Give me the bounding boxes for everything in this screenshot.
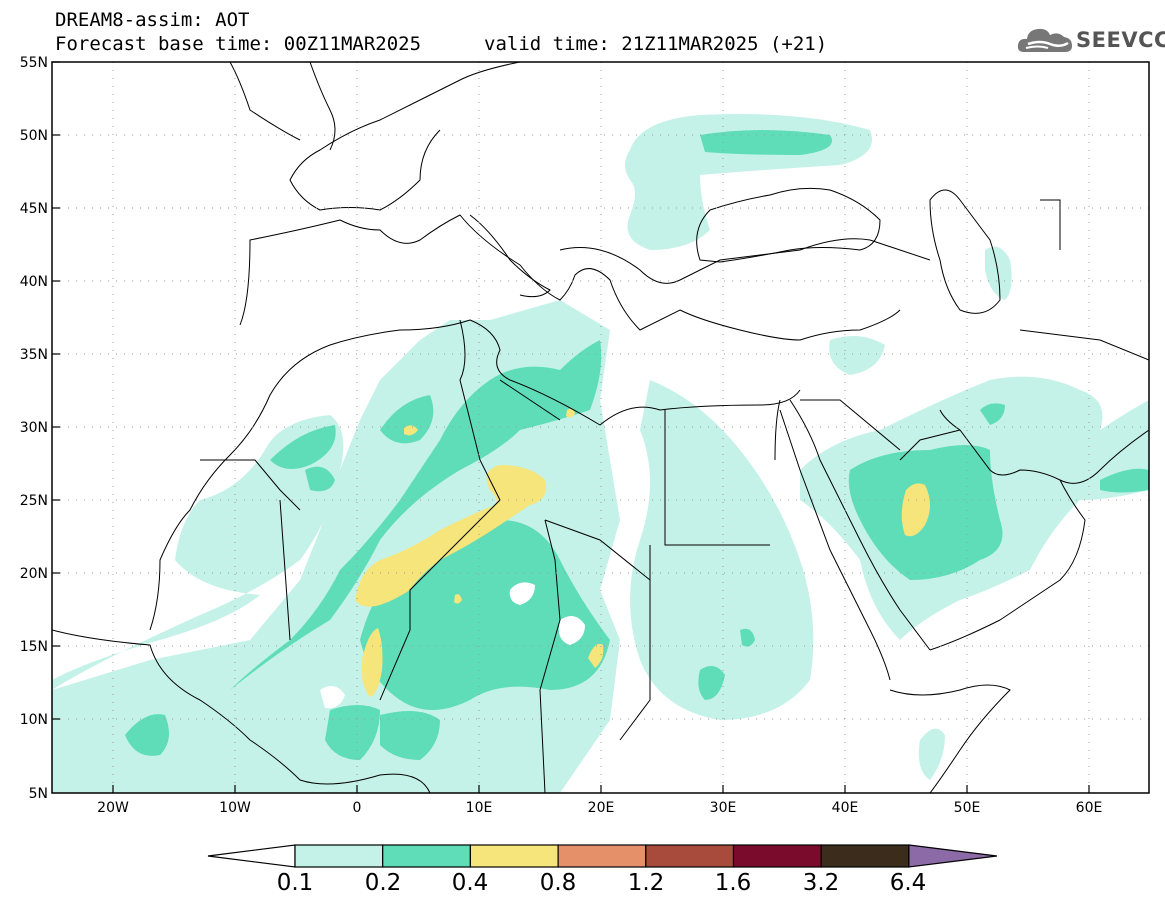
colorbar-label: 1.6 (714, 870, 752, 896)
colorbar-box (294, 844, 384, 868)
lon-label: 20E (588, 800, 615, 816)
lat-label: 30N (20, 420, 48, 436)
lat-label: 10N (20, 712, 48, 728)
logo-text: SEEVCCC (1076, 28, 1165, 52)
seevccc-logo: SEEVCCC (1016, 22, 1165, 58)
colorbar-box (382, 844, 472, 868)
colorbar-box (732, 844, 822, 868)
lon-label: 50E (954, 800, 981, 816)
map-title: DREAM8-assim: AOT (55, 9, 250, 31)
colorbar (207, 844, 997, 868)
lon-label: 60E (1076, 800, 1103, 816)
colorbar-box (469, 844, 559, 868)
colorbar-label: 0.1 (276, 870, 314, 896)
colorbar-label: 1.2 (627, 870, 665, 896)
lat-label: 50N (20, 128, 48, 144)
lat-label: 5N (29, 786, 48, 802)
lat-label: 25N (20, 493, 48, 509)
lat-label: 55N (20, 55, 48, 71)
lon-label: 0 (353, 800, 362, 816)
colorbar-label: 0.2 (364, 870, 402, 896)
lon-label: 10W (219, 800, 251, 816)
colorbar-label: 0.4 (451, 870, 489, 896)
colorbar-label: 0.8 (539, 870, 577, 896)
valid-time: valid time: 21Z11MAR2025 (+21) (484, 33, 828, 55)
forecast-base-time: Forecast base time: 00Z11MAR2025 (55, 33, 422, 55)
lat-label: 45N (20, 201, 48, 217)
cloud-icon (1017, 28, 1072, 52)
lat-label: 15N (20, 639, 48, 655)
colorbar-label: 6.4 (889, 870, 927, 896)
lat-label: 20N (20, 566, 48, 582)
lon-label: 40E (832, 800, 859, 816)
colorbar-over-triangle (908, 844, 997, 868)
axis-ticks (52, 61, 1090, 793)
colorbar-box (557, 844, 647, 868)
colorbar-label: 3.2 (802, 870, 840, 896)
colorbar-box (645, 844, 735, 868)
aot-field (52, 114, 1149, 793)
lon-label: 30E (710, 800, 737, 816)
colorbar-box (820, 844, 910, 868)
lon-label: 20W (97, 800, 129, 816)
lon-label: 10E (466, 800, 493, 816)
lat-label: 40N (20, 274, 48, 290)
coastlines (52, 62, 1149, 793)
lat-label: 35N (20, 347, 48, 363)
colorbar-under-triangle (207, 844, 296, 868)
